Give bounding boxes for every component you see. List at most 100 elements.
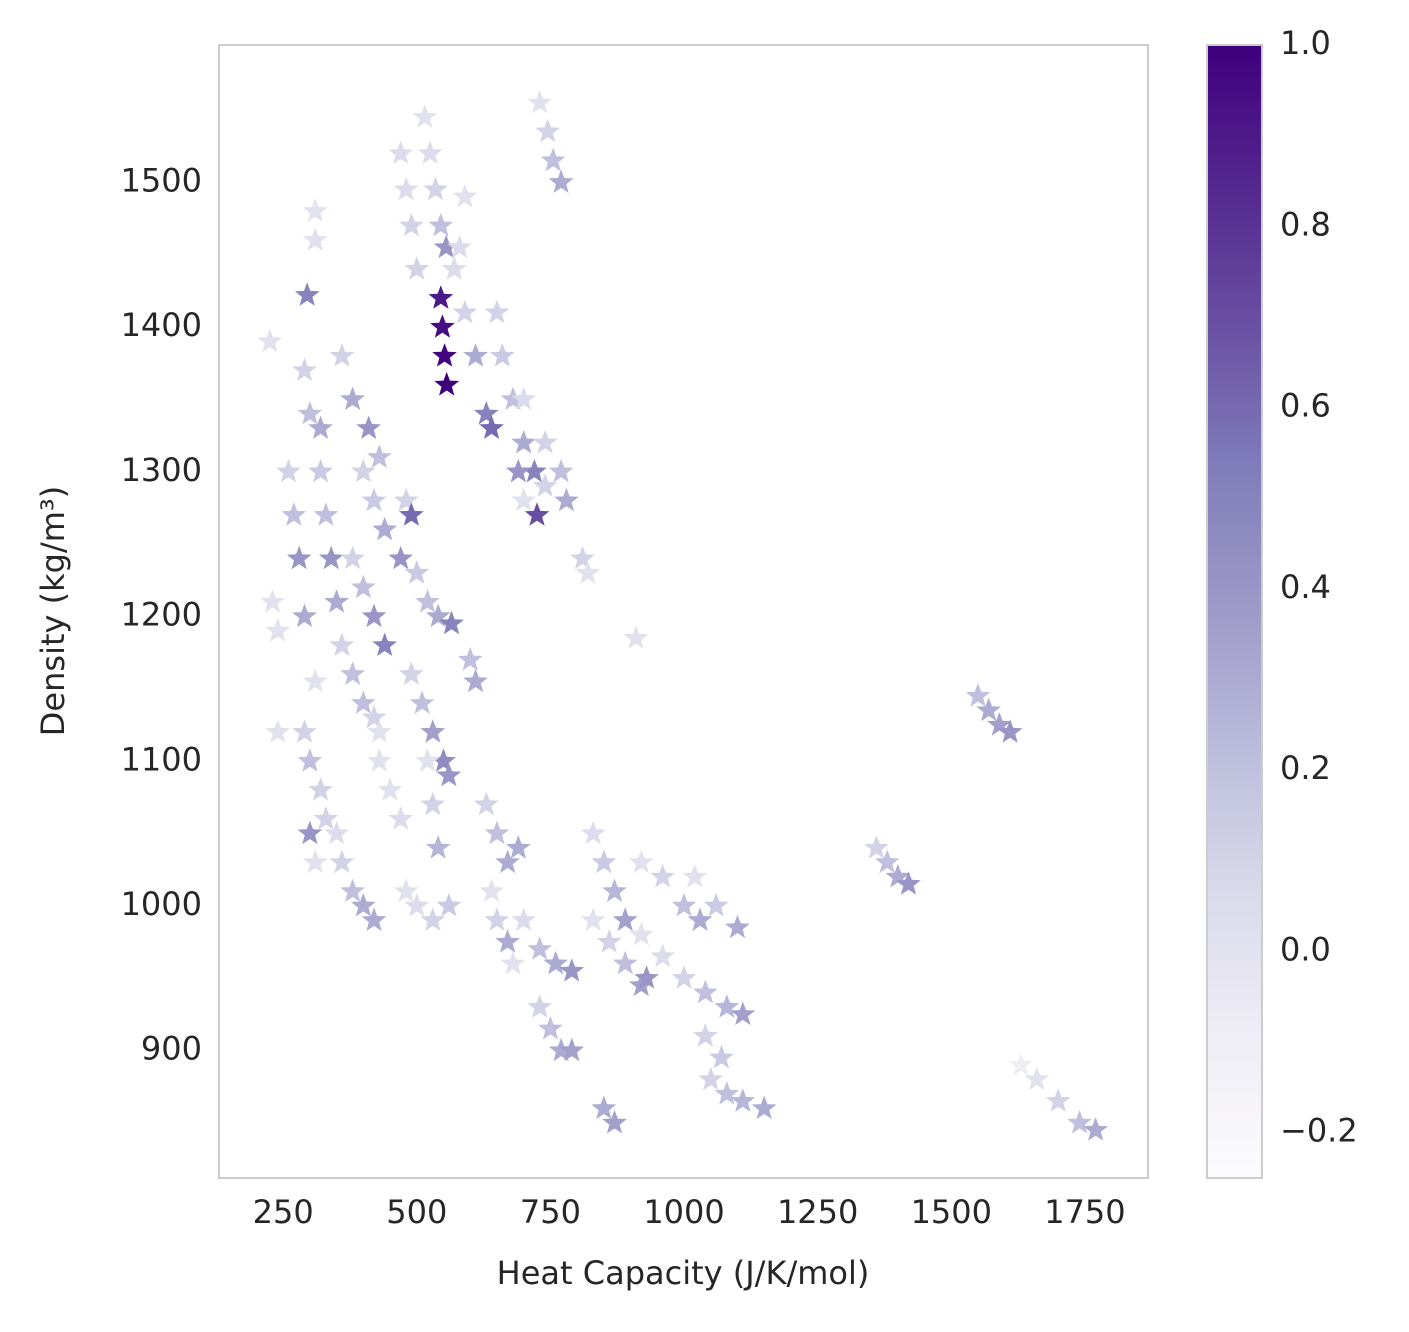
data-point [484,820,510,845]
data-point [540,147,566,172]
data-point [511,386,536,410]
data-point [404,256,430,280]
data-point [292,603,317,628]
data-point [671,893,697,917]
data-point [457,647,483,671]
data-point [452,183,478,208]
colorbar-tick-label: 0.8 [1280,205,1331,243]
data-point [428,212,454,237]
data-point [479,878,504,902]
data-point [281,502,307,526]
data-point [329,343,355,367]
data-point [591,849,617,874]
y-tick-label: 900 [141,1030,202,1068]
data-point [714,994,740,1018]
data-point [302,198,328,222]
data-point [543,950,569,975]
data-point [751,1095,777,1120]
data-point [548,169,574,193]
data-point [575,560,601,584]
data-point [965,683,991,707]
data-point [473,401,499,425]
data-point [356,415,381,439]
data-point [393,487,419,512]
data-point [302,849,328,874]
data-point [428,285,454,309]
data-point [399,502,424,526]
data-point [340,545,365,570]
y-tick-label: 1000 [121,885,202,923]
data-point [367,748,392,772]
y-axis-label: Density (kg/m³) [34,486,72,736]
data-point [286,545,312,570]
data-point [425,603,451,628]
data-point [302,668,328,693]
data-point [260,589,285,613]
data-point [612,950,638,975]
data-point [612,907,638,931]
colorbar-tick-label: −0.2 [1280,1112,1358,1150]
data-point [709,1044,734,1069]
data-point [463,343,488,367]
data-point [650,864,675,888]
data-point [532,473,558,497]
data-point [420,907,446,931]
data-point [324,820,349,845]
data-point [511,487,536,512]
data-point [511,429,536,454]
data-point [377,777,403,801]
data-point [361,487,387,512]
data-point [433,234,459,259]
data-point [864,835,889,859]
data-point [548,1037,574,1062]
data-point [340,878,365,902]
data-point [302,227,328,251]
data-point [527,994,553,1018]
data-point [495,849,520,874]
data-point [874,849,900,874]
data-point [1083,1117,1108,1141]
data-point [730,1088,756,1112]
data-point [725,914,750,939]
data-point [340,386,365,410]
data-point [730,1001,756,1025]
y-tick-label: 1500 [121,161,202,199]
data-point [559,1037,585,1062]
data-point [522,458,547,483]
data-point [602,1110,627,1134]
data-point [548,458,574,483]
data-point [430,314,455,338]
x-tick-label: 1750 [1044,1193,1125,1231]
data-point [570,545,595,570]
data-point [388,545,414,570]
data-point [473,791,499,816]
x-tick-label: 1000 [643,1193,724,1231]
colorbar-tick-label: 0.4 [1280,568,1331,606]
data-point [292,719,317,743]
y-tick-label: 1400 [121,306,202,344]
data-point [479,415,504,439]
data-point [506,458,531,483]
data-point [351,893,376,917]
data-point [634,965,659,989]
data-point [399,212,424,237]
data-point [484,299,510,324]
data-point [420,791,446,816]
data-point [987,712,1012,736]
data-point [308,415,333,439]
data-point [447,234,472,259]
data-point [372,632,398,656]
data-point [308,458,333,483]
data-point [500,386,526,410]
data-point [441,256,467,280]
y-tick-label: 1300 [121,451,202,489]
data-point [393,176,419,201]
data-point [436,762,462,787]
data-point [367,444,392,468]
data-point [388,806,414,830]
data-point [294,282,320,306]
data-point [297,748,323,772]
data-point [580,907,606,931]
data-point [687,907,713,931]
